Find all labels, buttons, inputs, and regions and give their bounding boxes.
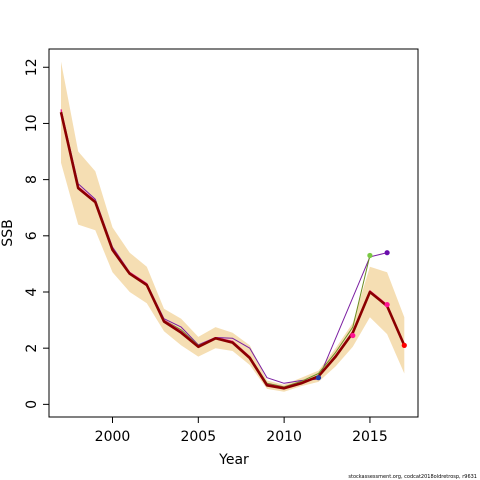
y-axis-title: SSB [0,219,16,246]
data-point-0 [315,375,322,381]
x-tick-label-2010: 2010 [266,429,302,445]
y-tick-label-0: 0 [24,400,40,409]
marker-layer [315,250,407,381]
x-axis-title: Year [218,452,249,468]
x-tick-label-2000: 2000 [95,429,131,445]
y-tick-label-4: 4 [24,287,40,296]
series-end-point-0 [401,342,407,348]
y-tick-label-6: 6 [24,231,40,240]
series-end-point-2 [367,252,373,259]
y-tick-label-10: 10 [24,114,40,132]
y-tick-label-8: 8 [24,175,40,184]
series-layer [59,109,406,390]
x-tick-label-2005: 2005 [180,429,216,445]
series-end-point-1 [384,302,390,308]
series-end-point-3 [384,250,390,256]
x-tick-label-2015: 2015 [352,429,388,445]
y-axis: 0 2 4 6 8 10 12 [24,58,49,409]
series-line-0 [59,111,406,390]
footer-credit: stockassessment.org, codcat2018oldretros… [348,474,477,480]
y-tick-label-2: 2 [24,344,40,353]
data-point-1 [350,332,356,339]
plot-frame [48,48,419,418]
y-tick-label-12: 12 [24,58,40,76]
x-axis: 2000 2005 2010 2015 [95,417,388,445]
